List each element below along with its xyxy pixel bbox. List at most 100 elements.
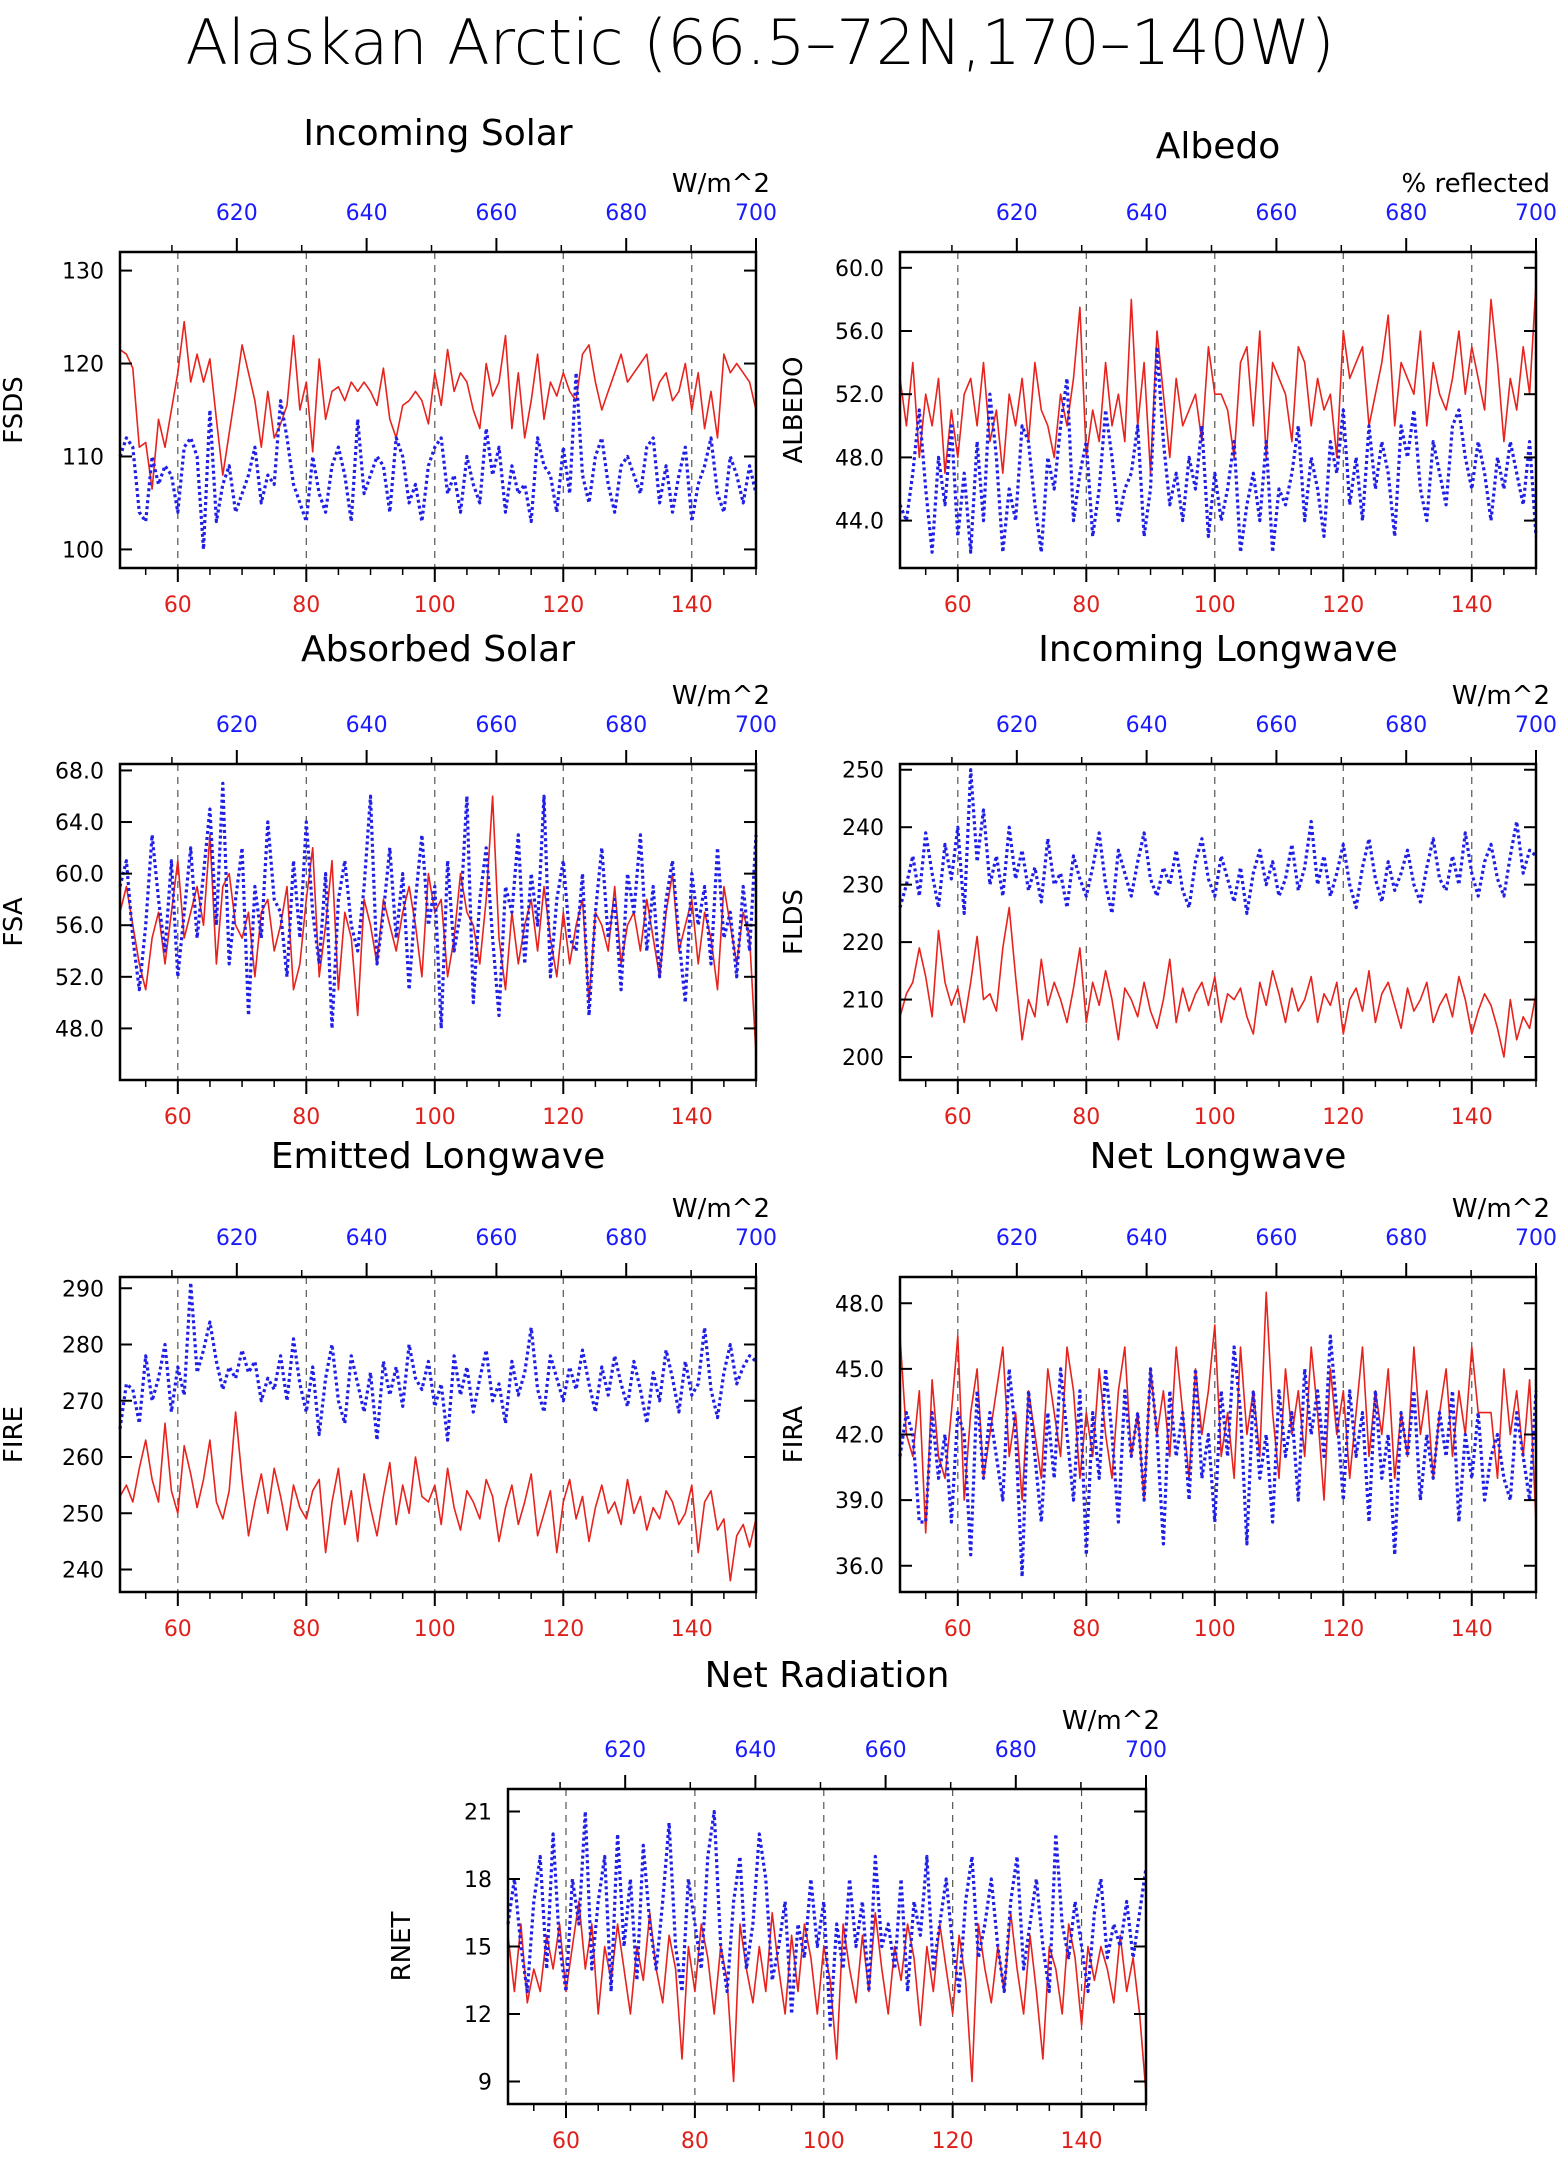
panel-title-emitted-longwave: Emitted Longwave	[271, 1136, 606, 1177]
x-top-tick-label: 660	[475, 713, 517, 738]
y-tick-label: 48.0	[835, 1292, 884, 1317]
panel-absorbed-solar: Absorbed Solar W/m^2 FSA 48.0 52.0 56.0 60.0 64…	[0, 629, 777, 1130]
y-tick-label: 110	[62, 445, 104, 470]
x-bottom-tick-label: 120	[542, 593, 584, 618]
y-tick-label: 36.0	[835, 1555, 884, 1580]
series-top-axis-emitted-longwave	[118, 1280, 758, 1442]
x-top-tick-label: 660	[865, 1738, 907, 1763]
x-bottom-tick-label: 120	[1322, 1105, 1364, 1130]
x-bottom-tick-label: 140	[671, 593, 713, 618]
y-tick-label: 39.0	[835, 1489, 884, 1514]
x-bottom-tick-label: 120	[1322, 1617, 1364, 1642]
panel-net-radiation: Net Radiation W/m^2 RNET 9 12 15 18 21 60 80 100 12…	[387, 1655, 1167, 2154]
x-bottom-tick-label: 100	[414, 593, 456, 618]
y-axis-label-absorbed-solar: FSA	[0, 897, 29, 946]
x-bottom-tick-label: 80	[1072, 1105, 1100, 1130]
series-bottom-axis-net-radiation	[507, 1900, 1147, 2093]
figure-title: Alaskan Arctic (66.5–72N,170–140W)	[185, 6, 1334, 79]
x-top-tick-label: 640	[1126, 201, 1168, 226]
x-bottom-tick-label: 140	[671, 1105, 713, 1130]
y-tick-label: 240	[842, 816, 884, 841]
x-bottom-tick-label: 100	[1194, 593, 1236, 618]
y-tick-label: 220	[842, 931, 884, 956]
y-tick-label: 130	[62, 260, 104, 285]
y-axis-label-albedo: ALBEDO	[779, 356, 809, 463]
x-bottom-tick-label: 80	[1072, 1617, 1100, 1642]
x-top-tick-label: 620	[996, 1226, 1038, 1251]
panel-title-incoming-longwave: Incoming Longwave	[1038, 629, 1398, 670]
x-bottom-tick-label: 60	[164, 593, 192, 618]
panel-emitted-longwave: Emitted Longwave W/m^2 FIRE 240 250 260 270 280…	[0, 1136, 777, 1642]
panel-net-longwave: Net Longwave W/m^2 FIRA 36.0 39.0 42.0 45.0 48.…	[779, 1136, 1557, 1642]
x-top-tick-label: 700	[735, 713, 777, 738]
y-tick-label: 100	[62, 538, 104, 563]
x-top-tick-label: 620	[996, 713, 1038, 738]
x-bottom-tick-label: 100	[1194, 1105, 1236, 1130]
y-axis-label-net-radiation: RNET	[387, 1911, 417, 1981]
y-tick-label: 230	[842, 874, 884, 899]
y-tick-label: 52.0	[835, 383, 884, 408]
y-tick-label: 60.0	[835, 257, 884, 282]
y-tick-label: 12	[464, 2003, 492, 2028]
x-bottom-tick-label: 120	[542, 1105, 584, 1130]
series-top-axis-incoming-longwave	[898, 768, 1538, 916]
y-tick-label: 260	[62, 1446, 104, 1471]
y-tick-label: 15	[464, 1936, 492, 1961]
y-tick-label: 290	[62, 1277, 104, 1302]
x-top-tick-label: 640	[346, 713, 388, 738]
x-bottom-tick-label: 120	[542, 1617, 584, 1642]
panel-title-net-radiation: Net Radiation	[705, 1655, 950, 1696]
y-tick-label: 200	[842, 1046, 884, 1071]
x-top-tick-label: 640	[346, 201, 388, 226]
y-tick-label: 210	[842, 989, 884, 1014]
x-bottom-tick-label: 80	[681, 2129, 709, 2154]
x-top-tick-label: 660	[1255, 713, 1297, 738]
x-top-tick-label: 700	[1515, 713, 1557, 738]
x-top-tick-label: 640	[1126, 713, 1168, 738]
y-tick-label: 21	[464, 1801, 492, 1826]
series-bottom-axis-incoming-solar	[119, 320, 757, 490]
x-top-tick-label: 700	[735, 201, 777, 226]
y-tick-label: 250	[62, 1502, 104, 1527]
x-top-tick-label: 680	[605, 1226, 647, 1251]
y-tick-label: 48.0	[55, 1017, 104, 1042]
series-top-axis-absorbed-solar	[118, 781, 758, 1031]
panel-title-absorbed-solar: Absorbed Solar	[301, 629, 575, 670]
y-axis-label-net-longwave: FIRA	[779, 1406, 809, 1464]
x-bottom-tick-label: 140	[671, 1617, 713, 1642]
x-bottom-tick-label: 60	[164, 1105, 192, 1130]
series-bottom-axis-absorbed-solar	[119, 795, 757, 1055]
units-label-emitted-longwave: W/m^2	[672, 1194, 770, 1224]
x-bottom-tick-label: 60	[944, 1617, 972, 1642]
y-tick-label: 64.0	[55, 811, 104, 836]
x-top-tick-label: 660	[1255, 1226, 1297, 1251]
plot-frame	[898, 762, 1538, 1082]
x-top-tick-label: 680	[1385, 201, 1427, 226]
y-tick-label: 56.0	[835, 320, 884, 345]
x-top-tick-label: 660	[475, 201, 517, 226]
x-top-tick-label: 680	[1385, 713, 1427, 738]
y-tick-label: 270	[62, 1390, 104, 1415]
y-axis-label-incoming-solar: FSDS	[0, 376, 29, 444]
x-bottom-tick-label: 60	[944, 1105, 972, 1130]
plot-frame	[898, 1275, 1538, 1594]
y-tick-label: 18	[464, 1868, 492, 1893]
series-bottom-axis-incoming-longwave	[899, 906, 1537, 1058]
x-bottom-tick-label: 100	[1194, 1617, 1236, 1642]
x-top-tick-label: 660	[1255, 201, 1297, 226]
y-axis-label-emitted-longwave: FIRE	[0, 1406, 29, 1463]
x-bottom-tick-label: 80	[1072, 593, 1100, 618]
units-label-net-longwave: W/m^2	[1452, 1194, 1550, 1224]
x-bottom-tick-label: 60	[944, 593, 972, 618]
x-top-tick-label: 620	[216, 1226, 258, 1251]
y-tick-label: 48.0	[835, 446, 884, 471]
plot-frame	[898, 250, 1538, 570]
y-tick-label: 120	[62, 353, 104, 378]
x-top-tick-label: 680	[995, 1738, 1037, 1763]
panel-title-albedo: Albedo	[1156, 126, 1281, 167]
x-top-tick-label: 640	[734, 1738, 776, 1763]
x-top-tick-label: 680	[605, 713, 647, 738]
panel-title-net-longwave: Net Longwave	[1090, 1136, 1347, 1177]
x-bottom-tick-label: 80	[292, 1617, 320, 1642]
